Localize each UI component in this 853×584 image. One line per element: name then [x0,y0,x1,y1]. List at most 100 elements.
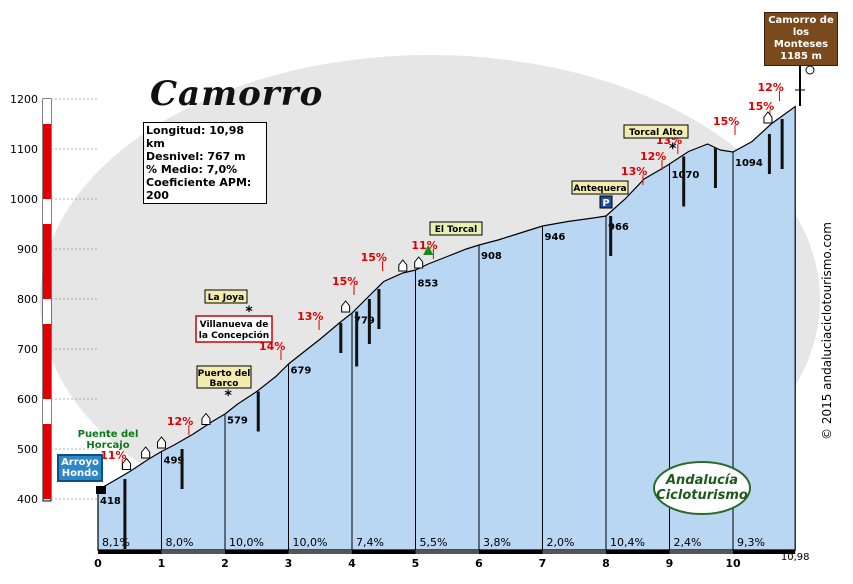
info-length: Longitud: 10,98 km [146,124,245,150]
baseline-segment [669,550,733,554]
ramp-grade-label: 14% [259,340,285,353]
start-flag-icon [96,486,106,494]
y-axis-band [43,424,51,449]
parking-icon [599,195,613,209]
ramp-grade-label: 15% [361,251,387,264]
y-axis-band [43,174,51,199]
place-horcajo-line1: Puente del [78,429,139,440]
copyright-watermark: © 2015 andaluciaciclotourismo.com [820,222,834,440]
place-torcal: El Torcal [435,225,477,235]
y-tick-label: 1200 [10,93,38,106]
steep-marker [339,323,343,353]
segment-grade: 8,1% [102,536,130,549]
steep-marker [780,119,784,169]
segment-grade: 3,8% [483,536,511,549]
x-tick-label: 2 [221,557,229,570]
chart-title: Camorro [150,74,324,114]
baseline-segment [161,550,225,554]
ramp-grade-label: 11% [100,449,126,462]
steep-marker [367,299,371,344]
place-barco-line1: Puerto del [198,369,251,379]
place-joya: La Joya [208,293,244,303]
summit-line-3: 1185 m [780,51,822,62]
ramp-grade-label: 13% [621,165,647,178]
y-axis-band [43,124,51,149]
joya-box [204,289,248,304]
y-tick-label: 600 [17,393,38,406]
viewpoint-star-icon: * [225,388,233,404]
summit-label: Camorro de los Monteses 1185 m [764,12,838,66]
place-barco-line2: Barco [210,379,239,389]
x-tick-label: 4 [348,557,356,570]
y-axis-band [43,299,51,324]
steep-marker [713,148,717,188]
y-tick-label: 1100 [10,143,38,156]
ramp-grade-label: 12% [640,150,666,163]
steep-marker [377,289,381,329]
x-tick-label: 8 [602,557,610,570]
km-elevation-label: 908 [481,251,502,262]
y-axis-band [43,149,51,174]
km-elevation-label: 1094 [735,158,763,169]
y-axis-band [43,349,51,374]
x-end-label: 10,98 [781,552,810,563]
km-elevation-label: 779 [354,316,375,327]
y-tick-label: 900 [17,243,38,256]
x-tick-label: 6 [475,557,483,570]
y-axis-band [43,374,51,399]
y-tick-label: 1000 [10,193,38,206]
x-tick-label: 1 [158,557,166,570]
logo-line-1: Andalucía [665,473,738,488]
villanueva-box [195,315,273,343]
x-tick-label: 5 [412,557,420,570]
y-axis-band [43,249,51,274]
ramp-grade-label: 15% [713,115,739,128]
tree-icon [423,245,434,255]
ramp-grade-label: 15% [748,100,774,113]
place-villanueva-line2: la Concepción [199,330,269,341]
barco-box [196,365,252,389]
baseline-segment [288,550,352,554]
summit-line-1: Camorro de [768,15,834,26]
parking-icon-label: P [602,198,609,209]
baseline-segment [415,550,479,554]
summit-view-icon [805,65,815,75]
logo-badge [653,461,751,515]
ramp-grade-label: 13% [297,310,323,323]
steep-marker [609,216,613,256]
segment-grade: 8,0% [166,536,194,549]
y-axis-band [43,199,51,224]
km-elevation-label: 679 [291,366,312,377]
place-antequera: Antequera [573,184,626,194]
ramp-grade-label: 11% [411,239,437,252]
torcal-alto-box [623,124,689,139]
km-elevation-label: 1070 [672,170,700,181]
segment-grade: 10,4% [610,536,645,549]
km-elevation-label: 966 [608,222,629,233]
x-tick-label: 9 [666,557,674,570]
x-tick-label: 10 [725,557,741,570]
logo-line-2: Cicloturismo [656,488,748,503]
ramp-grade-label: 12% [757,81,783,94]
y-axis-band [43,324,51,349]
segment-grade: 2,0% [547,536,575,549]
steep-marker [180,449,184,489]
y-tick-label: 800 [17,293,38,306]
km-elevation-label: 853 [418,279,439,290]
house-icon [341,300,351,313]
baseline-segment [542,550,606,554]
info-climb: Desnivel: 767 m [146,150,246,163]
house-icon [201,412,211,425]
y-axis-band [43,399,51,424]
torcal-box [429,221,483,236]
viewpoint-star-icon: * [669,141,677,157]
x-tick-label: 7 [539,557,547,570]
km-elevation-label: 579 [227,416,248,427]
segment-grade: 5,5% [420,536,448,549]
house-icon [763,111,773,124]
segment-grade: 7,4% [356,536,384,549]
y-tick-label: 500 [17,443,38,456]
segment-grade: 10,0% [293,536,328,549]
